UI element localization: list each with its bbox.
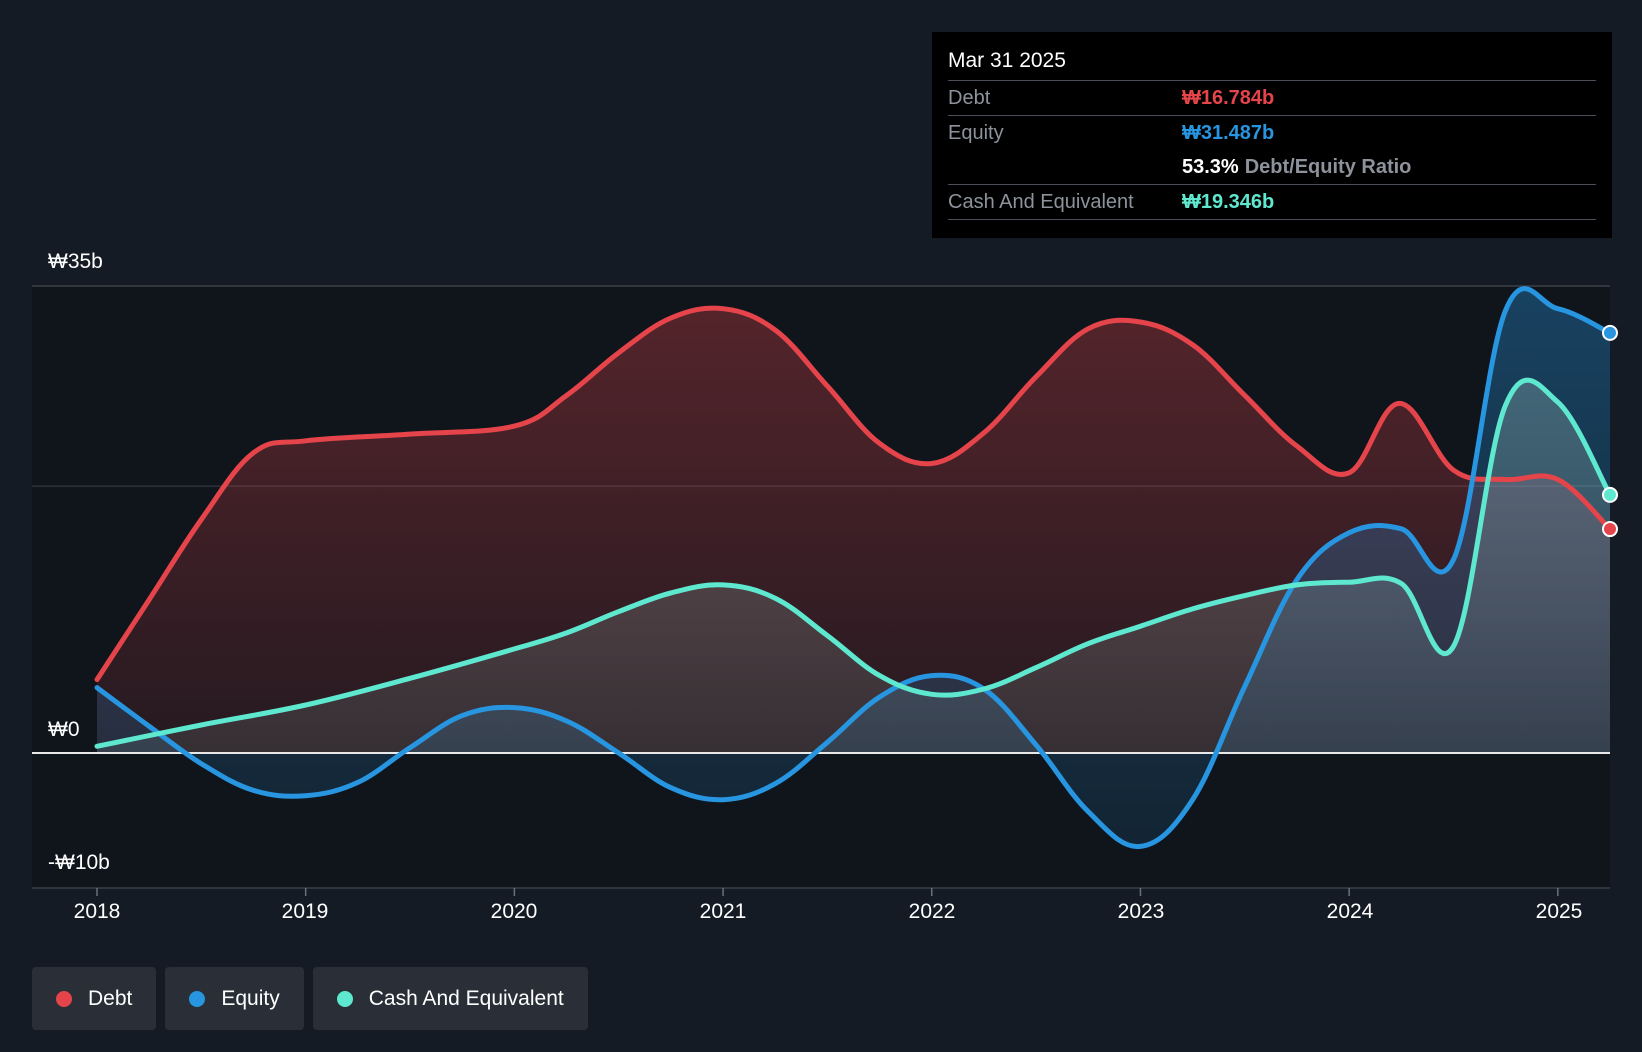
tooltip-ratio-value: 53.3% [1182, 155, 1239, 178]
x-tick-label-2022: 2022 [908, 900, 956, 923]
line-debt [94, 305, 1613, 683]
legend-label-equity: Equity [221, 986, 280, 1010]
tooltip-ratio-label: Debt/Equity Ratio [1244, 155, 1412, 178]
legend-item-debt[interactable]: Debt [32, 967, 157, 1030]
tooltip-debt-label: Debt [948, 86, 991, 109]
legend-dot-debt [56, 990, 72, 1007]
y-tick-label-neg10b: -₩10b [48, 851, 110, 874]
x-tick-label-2019: 2019 [281, 900, 329, 923]
legend-dot-equity [189, 990, 206, 1007]
tooltip: Mar 31 2025 Debt ₩16.784b Equity ₩31.487… [932, 32, 1612, 238]
x-tick-label-2018: 2018 [73, 900, 121, 923]
legend-dot-cash [336, 990, 353, 1007]
legend: Debt Equity Cash And Equivalent [32, 967, 588, 1030]
legend-item-equity[interactable]: Equity [165, 967, 304, 1030]
tooltip-cash-label: Cash And Equivalent [948, 190, 1134, 213]
y-tick-label-35b: ₩35b [48, 250, 103, 273]
tooltip-equity-label: Equity [948, 121, 1004, 144]
x-tick-label-2024: 2024 [1326, 900, 1374, 923]
end-marker-equity [1602, 324, 1618, 341]
tooltip-row-ratio: 53.3% Debt/Equity Ratio [948, 150, 1596, 184]
y-tick-label-0: ₩0 [48, 718, 80, 741]
tooltip-row-cash: Cash And Equivalent ₩19.346b [948, 184, 1596, 220]
area-cash [97, 380, 1610, 753]
line-cash [94, 377, 1613, 749]
tooltip-row-debt: Debt ₩16.784b [948, 80, 1596, 115]
end-marker-cash [1602, 486, 1618, 503]
tooltip-debt-value: ₩16.784b [1182, 86, 1275, 109]
end-marker-debt [1602, 521, 1618, 538]
x-tick-label-2020: 2020 [490, 900, 538, 923]
x-tick-label-2025: 2025 [1535, 900, 1583, 923]
legend-label-debt: Debt [88, 986, 133, 1010]
tooltip-equity-value: ₩31.487b [1182, 121, 1275, 144]
legend-label-cash: Cash And Equivalent [368, 986, 564, 1010]
x-tick-label-2021: 2021 [699, 900, 747, 923]
tooltip-row-equity: Equity ₩31.487b [948, 115, 1596, 150]
tooltip-date: Mar 31 2025 [948, 49, 1066, 72]
legend-item-cash[interactable]: Cash And Equivalent [312, 967, 588, 1030]
tooltip-cash-value: ₩19.346b [1182, 190, 1275, 213]
x-tick-label-2023: 2023 [1117, 900, 1165, 923]
line-equity [94, 286, 1613, 849]
